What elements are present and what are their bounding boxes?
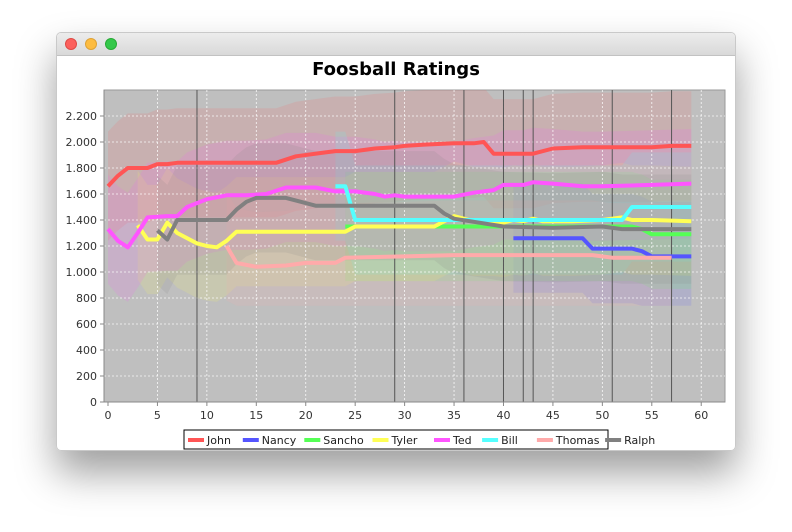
series-line-thomas [224,244,672,269]
legend: John Nancy Sancho Tyler Ted Bill Thomas Ralph [183,429,655,450]
x-tick-label: 50 [595,409,609,422]
chart-title: Foosball Ratings [312,59,480,80]
series-line-john [106,140,692,188]
x-tick-label: 55 [645,409,659,422]
y-tick-label: 200 [76,370,97,383]
grid-lines [104,90,725,402]
x-tick-label: 0 [105,409,112,422]
series-line-bill [335,184,692,222]
x-tick-label: 20 [299,409,313,422]
legend-label-bill: Bill [501,434,518,447]
zoom-button[interactable] [105,38,117,50]
y-tick-label: 1.800 [66,162,98,175]
y-tick-label: 1.400 [66,214,98,227]
vertical-markers [196,90,673,402]
legend-label-thomas: Thomas [555,434,600,447]
series-line-ted [106,180,692,250]
x-tick-label: 5 [154,409,161,422]
legend-label-ralph: Ralph [624,434,655,447]
x-axis-ticks: 0 5 10 15 20 25 30 35 40 45 50 55 60 [105,402,708,422]
legend-label-nancy: Nancy [262,434,297,447]
x-tick-label: 25 [348,409,362,422]
x-tick-label: 10 [200,409,214,422]
band-nancy [513,183,692,306]
y-tick-label: 400 [76,344,97,357]
legend-label-sancho: Sancho [323,434,364,447]
minimize-button[interactable] [85,38,97,50]
x-tick-label: 35 [447,409,461,422]
title-bar[interactable] [57,33,735,56]
x-tick-label: 60 [694,409,708,422]
y-tick-label: 2.000 [66,136,98,149]
x-tick-label: 30 [398,409,412,422]
band-sancho [345,171,692,289]
band-ted [108,127,692,302]
y-tick-label: 1.600 [66,188,98,201]
series-line-ralph [156,195,692,242]
series-lines [106,140,692,269]
y-tick-label: 1.000 [66,266,98,279]
y-tick-label: 1.200 [66,240,98,253]
y-tick-label: 800 [76,292,97,305]
y-tick-label: 2.200 [66,110,98,123]
x-tick-label: 15 [249,409,263,422]
y-axis-ticks: 0 200 400 600 800 1.000 1.200 1.400 1.600 1.800 2.… [66,110,104,409]
legend-label-ted: Ted [452,434,472,447]
legend-label-john: John [206,434,231,447]
x-tick-label: 40 [496,409,510,422]
close-button[interactable] [65,38,77,50]
y-tick-label: 600 [76,318,97,331]
band-john [108,90,692,241]
legend-label-tyler: Tyler [391,434,418,447]
y-tick-label: 0 [90,396,97,409]
x-tick-label: 45 [546,409,560,422]
